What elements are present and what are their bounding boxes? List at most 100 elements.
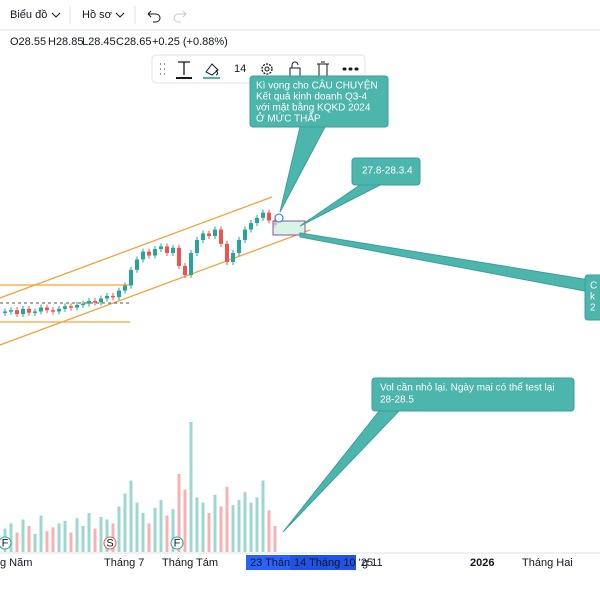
time-axis: g Năm Tháng 7 Tháng Tám g 11 2026 Tháng Hai 23…: [0, 555, 573, 570]
volume-bar: [225, 487, 229, 552]
redo-button[interactable]: [173, 10, 187, 23]
candle: [21, 308, 25, 315]
volume-bar: [201, 502, 205, 552]
candle: [243, 229, 247, 240]
chart-menu[interactable]: Biểu đồ: [10, 9, 47, 21]
cursor-label-bg: [290, 555, 356, 570]
annotation-text: C: [590, 281, 597, 292]
candle: [33, 311, 37, 313]
lock-shackle: [291, 61, 299, 68]
time-label: g 11: [362, 557, 383, 569]
annotation-text: 2: [590, 303, 596, 314]
ohlc-close: C28.65: [116, 36, 151, 48]
volume-bar: [117, 506, 121, 552]
volume-bar: [45, 531, 49, 552]
channel-lower: [0, 229, 311, 346]
time-label: Tháng Tám: [162, 557, 218, 569]
ohlc-high: H28.85: [48, 36, 83, 48]
volume-bar: [231, 505, 235, 552]
volume-bar: [267, 510, 271, 552]
font-size[interactable]: 14: [234, 63, 246, 75]
volume-bar: [213, 494, 217, 552]
chevron: [51, 12, 61, 18]
volume-bar: [177, 474, 181, 552]
candle: [75, 304, 79, 308]
time-label: Tháng 7: [104, 557, 144, 569]
volume-bar: [165, 515, 169, 552]
volume-bar: [57, 523, 61, 552]
volume-bar: [129, 480, 133, 552]
candle: [231, 252, 235, 263]
candle: [39, 307, 43, 312]
candle: [15, 310, 19, 315]
candle: [129, 269, 133, 286]
candle: [255, 217, 259, 224]
profile-menu[interactable]: Hồ sơ: [82, 9, 112, 21]
anchor-handle[interactable]: [274, 213, 284, 223]
candle: [237, 239, 241, 253]
callout-box: [371, 377, 575, 412]
time-label: Tháng Hai: [522, 557, 573, 569]
candle: [177, 247, 181, 266]
channel-upper: [0, 196, 273, 299]
candle: [267, 212, 271, 221]
event-marker: [170, 536, 184, 550]
callout-pointer: [282, 409, 402, 533]
candle: [219, 229, 223, 244]
candle: [201, 233, 205, 240]
volume-bar: [243, 492, 247, 552]
undo-button[interactable]: [147, 10, 161, 23]
volume-bar: [153, 507, 157, 552]
candle: [105, 295, 109, 299]
candle: [3, 311, 7, 313]
candle: [93, 301, 97, 303]
volume-bar: [63, 520, 67, 552]
chevron: [115, 12, 125, 18]
candle: [159, 246, 163, 250]
candle: [9, 310, 13, 312]
drag-handle[interactable]: [160, 63, 165, 75]
volume-bar: [159, 500, 163, 552]
settings-core: [264, 66, 270, 72]
time-label: 2026: [470, 557, 494, 569]
candle: [171, 247, 175, 253]
annotation-text: Kết quả kinh doanh Q3-4: [256, 91, 368, 103]
top-toolbar: [0, 0, 600, 30]
target-box: [272, 220, 306, 236]
candle: [63, 306, 67, 309]
candle: [99, 298, 103, 303]
volume-bar: [69, 532, 73, 552]
settings-button[interactable]: [261, 63, 273, 75]
annotation-text: với mặt bằng KQKD 2024: [256, 101, 371, 114]
callout-box: [351, 157, 421, 186]
text-color-button[interactable]: [178, 61, 190, 75]
ohlc-change: +0.25 (+0.88%): [152, 36, 228, 48]
volume-bar: [237, 500, 241, 552]
event-label: F: [174, 537, 181, 549]
candle: [213, 229, 217, 237]
candle: [153, 249, 157, 256]
volume-bar: [87, 513, 91, 552]
volume-bar: [81, 526, 85, 552]
volume-bar: [33, 533, 37, 552]
drawings: [0, 196, 311, 346]
cursor-label-bg: [246, 555, 290, 570]
candle: [45, 307, 49, 311]
candle: [81, 303, 85, 306]
volume-bar: [141, 513, 145, 552]
volume-bar: [219, 506, 223, 552]
candle: [141, 251, 145, 260]
ohlc-open: O28.55: [10, 36, 46, 48]
fill-button[interactable]: [205, 63, 219, 76]
volume-bar: [123, 493, 127, 552]
volume-bar: [15, 532, 19, 552]
callout-box: [249, 75, 389, 128]
ohlc-low: L28.45: [82, 36, 116, 48]
volume-bar: [21, 519, 25, 552]
candle: [117, 290, 121, 298]
volume-bar: [273, 526, 277, 552]
callout-box: [584, 274, 600, 321]
